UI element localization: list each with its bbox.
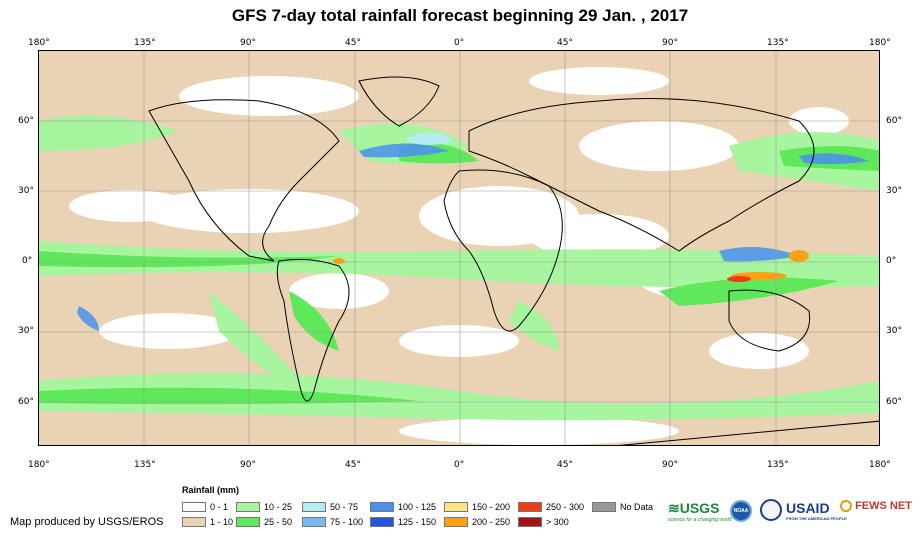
tropical-intense-rain	[333, 250, 809, 282]
lat-tick-left: 60°	[18, 397, 34, 407]
legend-swatch-200-250	[444, 517, 468, 527]
legend-label: 10 - 25	[264, 502, 293, 512]
rainfall-map-graphic	[39, 51, 879, 445]
usgs-tagline: science for a changing world	[668, 517, 732, 523]
legend-label: No Data	[620, 502, 654, 512]
usaid-seal-icon	[760, 499, 782, 521]
lon-tick-bottom: 180°	[28, 460, 50, 470]
usgs-wave-icon: ≋	[668, 500, 680, 516]
lon-tick-top: 180°	[28, 38, 50, 48]
legend-swatch-over-300	[518, 517, 542, 527]
lon-tick-top: 135°	[767, 38, 789, 48]
rainfall-map	[38, 50, 880, 446]
usaid-logo: USAID FROM THE AMERICAN PEOPLE	[786, 500, 847, 521]
legend-label: 100 - 125	[398, 502, 437, 512]
usaid-tagline: FROM THE AMERICAN PEOPLE	[786, 516, 847, 521]
legend-label: 200 - 250	[472, 517, 511, 527]
continent-outlines	[148, 76, 879, 445]
heavy-rain-bands	[77, 143, 869, 331]
fews-net-logo: FEWS NET	[840, 500, 912, 513]
legend-label: 125 - 150	[398, 517, 437, 527]
legend-label: 1 - 10	[210, 517, 234, 527]
legend-swatch-150-200	[444, 502, 468, 512]
noaa-logo-text: NOAA	[733, 508, 749, 514]
lat-tick-left: 0°	[22, 256, 33, 266]
lon-tick-bottom: 135°	[134, 460, 156, 470]
lon-tick-bottom: 90°	[662, 460, 678, 470]
legend-label: 75 - 100	[330, 517, 364, 527]
lon-tick-bottom: 90°	[240, 460, 256, 470]
legend-swatch-no-data	[592, 502, 616, 512]
lat-tick-left: 60°	[18, 116, 34, 126]
lon-tick-top: 0°	[454, 38, 465, 48]
lat-tick-right: 30°	[886, 186, 902, 196]
legend-swatch-1-10	[182, 517, 206, 527]
lon-tick-bottom: 180°	[869, 460, 891, 470]
fews-logo-text: FEWS NET	[855, 500, 912, 512]
legend-swatch-100-125	[370, 502, 394, 512]
cyan-zones	[407, 133, 451, 145]
lat-tick-right: 0°	[886, 256, 897, 266]
legend-swatch-25-50	[236, 517, 260, 527]
legend-swatch-10-25	[236, 502, 260, 512]
legend-swatch-50-75	[302, 502, 326, 512]
lat-tick-right: 30°	[886, 326, 902, 336]
lat-tick-right: 60°	[886, 397, 902, 407]
legend-label: 150 - 200	[472, 502, 511, 512]
lon-tick-top: 90°	[240, 38, 256, 48]
noaa-logo-icon: NOAA	[730, 500, 752, 522]
legend-swatch-125-150	[370, 517, 394, 527]
usgs-logo: ≋USGS science for a changing world	[668, 500, 731, 523]
legend-label: > 300	[546, 517, 569, 527]
legend-swatch-250-300	[518, 502, 542, 512]
legend-label: 250 - 300	[546, 502, 585, 512]
lon-tick-top: 90°	[662, 38, 678, 48]
graticule	[39, 51, 879, 445]
lon-tick-bottom: 45°	[557, 460, 573, 470]
lon-tick-bottom: 45°	[345, 460, 361, 470]
usgs-logo-text: USGS	[679, 500, 720, 516]
legend-title: Rainfall (mm)	[182, 485, 240, 495]
lat-tick-right: 60°	[886, 116, 902, 126]
lon-tick-top: 180°	[869, 38, 891, 48]
fews-globe-icon	[840, 500, 852, 513]
credit-text: Map produced by USGS/EROS	[10, 516, 164, 528]
legend-swatch-75-100	[302, 517, 326, 527]
lon-tick-top: 135°	[134, 38, 156, 48]
lat-tick-left: 30°	[18, 186, 34, 196]
lon-tick-bottom: 135°	[767, 460, 789, 470]
lon-tick-top: 45°	[345, 38, 361, 48]
legend-label: 50 - 75	[330, 502, 359, 512]
lon-tick-bottom: 0°	[454, 460, 465, 470]
legend-label: 0 - 1	[210, 502, 229, 512]
usaid-logo-text: USAID	[786, 500, 830, 516]
legend-swatch-0-1	[182, 502, 206, 512]
lon-tick-top: 45°	[557, 38, 573, 48]
legend-label: 25 - 50	[264, 517, 293, 527]
map-title: GFS 7-day total rainfall forecast beginn…	[231, 6, 689, 25]
lat-tick-left: 30°	[18, 326, 34, 336]
